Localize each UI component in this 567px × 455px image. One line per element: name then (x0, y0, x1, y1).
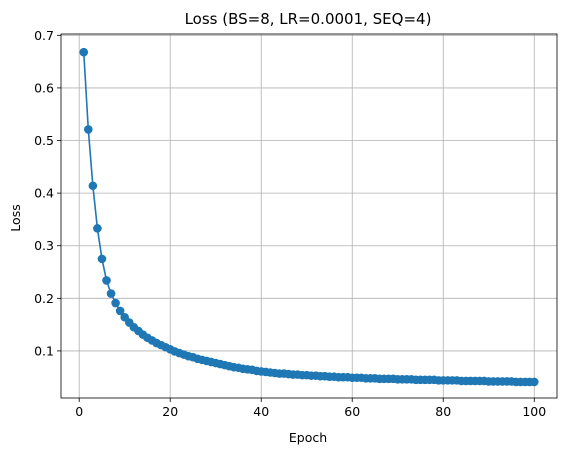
data-point (106, 289, 116, 298)
data-point (88, 181, 98, 191)
chart-title: Loss (BS=8, LR=0.0001, SEQ=4) (185, 10, 432, 28)
y-tick-label: 0.2 (34, 291, 54, 306)
data-point (529, 377, 539, 387)
data-point (111, 298, 120, 308)
y-tick-label: 0.4 (34, 186, 54, 201)
data-point (115, 306, 125, 316)
x-tick-label: 80 (435, 404, 451, 419)
data-point (84, 125, 93, 134)
plot-frame (60, 33, 558, 399)
y-tick-label: 0.1 (34, 343, 54, 358)
data-point (102, 276, 111, 285)
data-point (93, 224, 102, 233)
data-point (97, 254, 107, 264)
x-tick-label: 0 (75, 404, 83, 419)
y-tick-label: 0.7 (34, 28, 54, 43)
y-tick-label: 0.3 (34, 238, 54, 253)
series-layer (79, 47, 539, 387)
x-axis-label: Epoch (289, 430, 327, 445)
y-tick-label: 0.5 (34, 133, 54, 148)
x-tick-label: 60 (344, 404, 360, 419)
y-tick-label: 0.6 (34, 80, 54, 95)
x-axis: 0 20 40 60 80 100 (75, 398, 546, 419)
data-point (79, 47, 89, 57)
y-axis: 0.1 0.2 0.3 0.4 0.5 0.6 0.7 (34, 28, 61, 358)
y-axis-label: Loss (8, 204, 23, 231)
x-tick-label: 20 (162, 404, 178, 419)
x-tick-label: 100 (522, 404, 546, 419)
grid (61, 34, 557, 398)
x-tick-label: 40 (253, 404, 269, 419)
